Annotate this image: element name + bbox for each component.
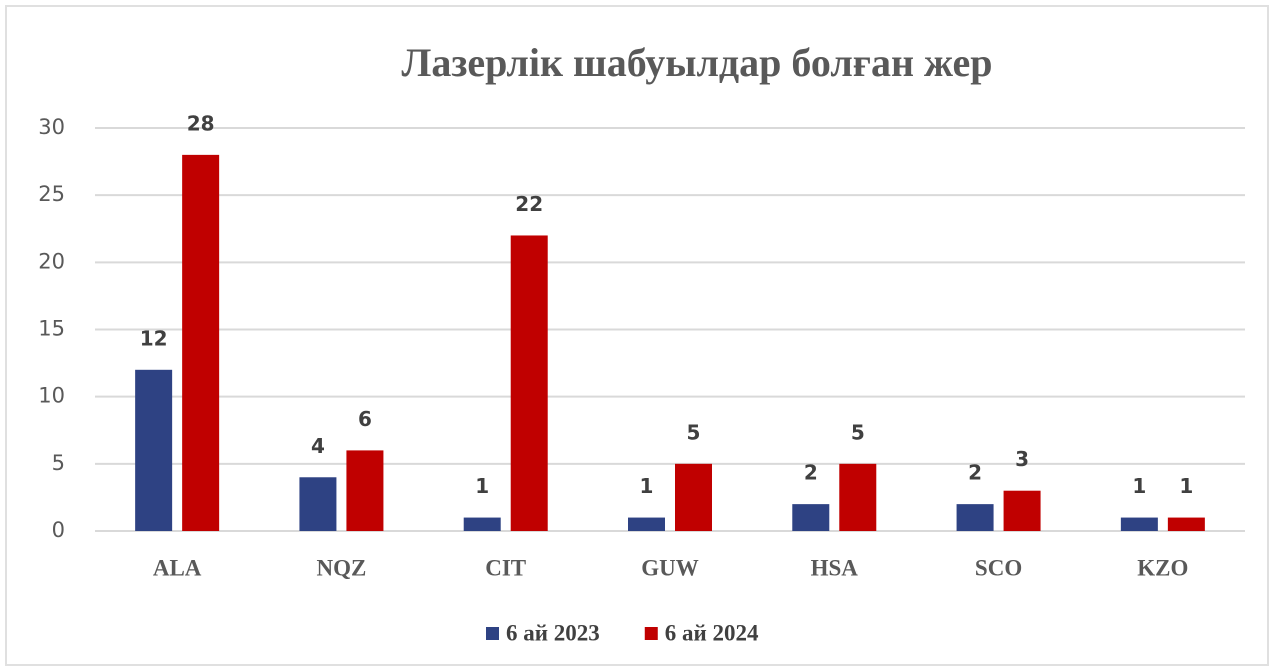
y-tick-label: 5 [52,451,65,475]
data-label: 5 [687,420,701,444]
bar [1003,490,1041,531]
bar [510,235,548,531]
x-tick-label: NQZ [317,555,367,580]
data-label: 22 [515,192,543,216]
x-tick-label: KZO [1137,555,1188,580]
data-label: 1 [1179,474,1193,498]
legend-swatch [486,627,499,640]
chart-title: Лазерлік шабуылдар болған жер [402,40,993,85]
y-tick-label: 15 [38,317,65,341]
data-label: 5 [851,420,865,444]
y-tick-label: 30 [38,115,65,139]
bar [463,517,501,531]
legend-label: 6 ай 2024 [665,620,759,645]
x-tick-label: SCO [975,555,1022,580]
bar [675,463,712,531]
x-tick-label: CIT [485,555,526,580]
y-tick-label: 0 [52,518,65,542]
bar [346,450,384,531]
data-label: 1 [475,474,489,498]
data-label: 28 [187,111,215,135]
data-label: 3 [1015,447,1029,471]
bar [299,477,337,531]
y-tick-label: 25 [38,182,65,206]
bar [182,154,220,531]
x-tick-label: ALA [153,555,202,580]
y-tick-label: 10 [38,384,65,408]
data-label: 1 [640,474,654,498]
legend-label: 6 ай 2023 [506,620,600,645]
bar [1167,517,1205,531]
bar [792,504,830,531]
bar [956,504,994,531]
data-label: 4 [311,434,325,458]
legend-swatch [644,627,658,640]
y-tick-label: 20 [38,249,65,273]
data-label: 2 [804,461,818,485]
data-label: 6 [358,407,372,431]
data-label: 12 [140,326,168,350]
x-tick-label: GUW [641,555,699,580]
x-tick-label: HSA [811,555,859,580]
bar [1120,517,1158,531]
bar [628,517,665,531]
bar [135,369,173,531]
data-label: 1 [1132,474,1146,498]
data-label: 2 [968,461,982,485]
bar [839,463,877,531]
